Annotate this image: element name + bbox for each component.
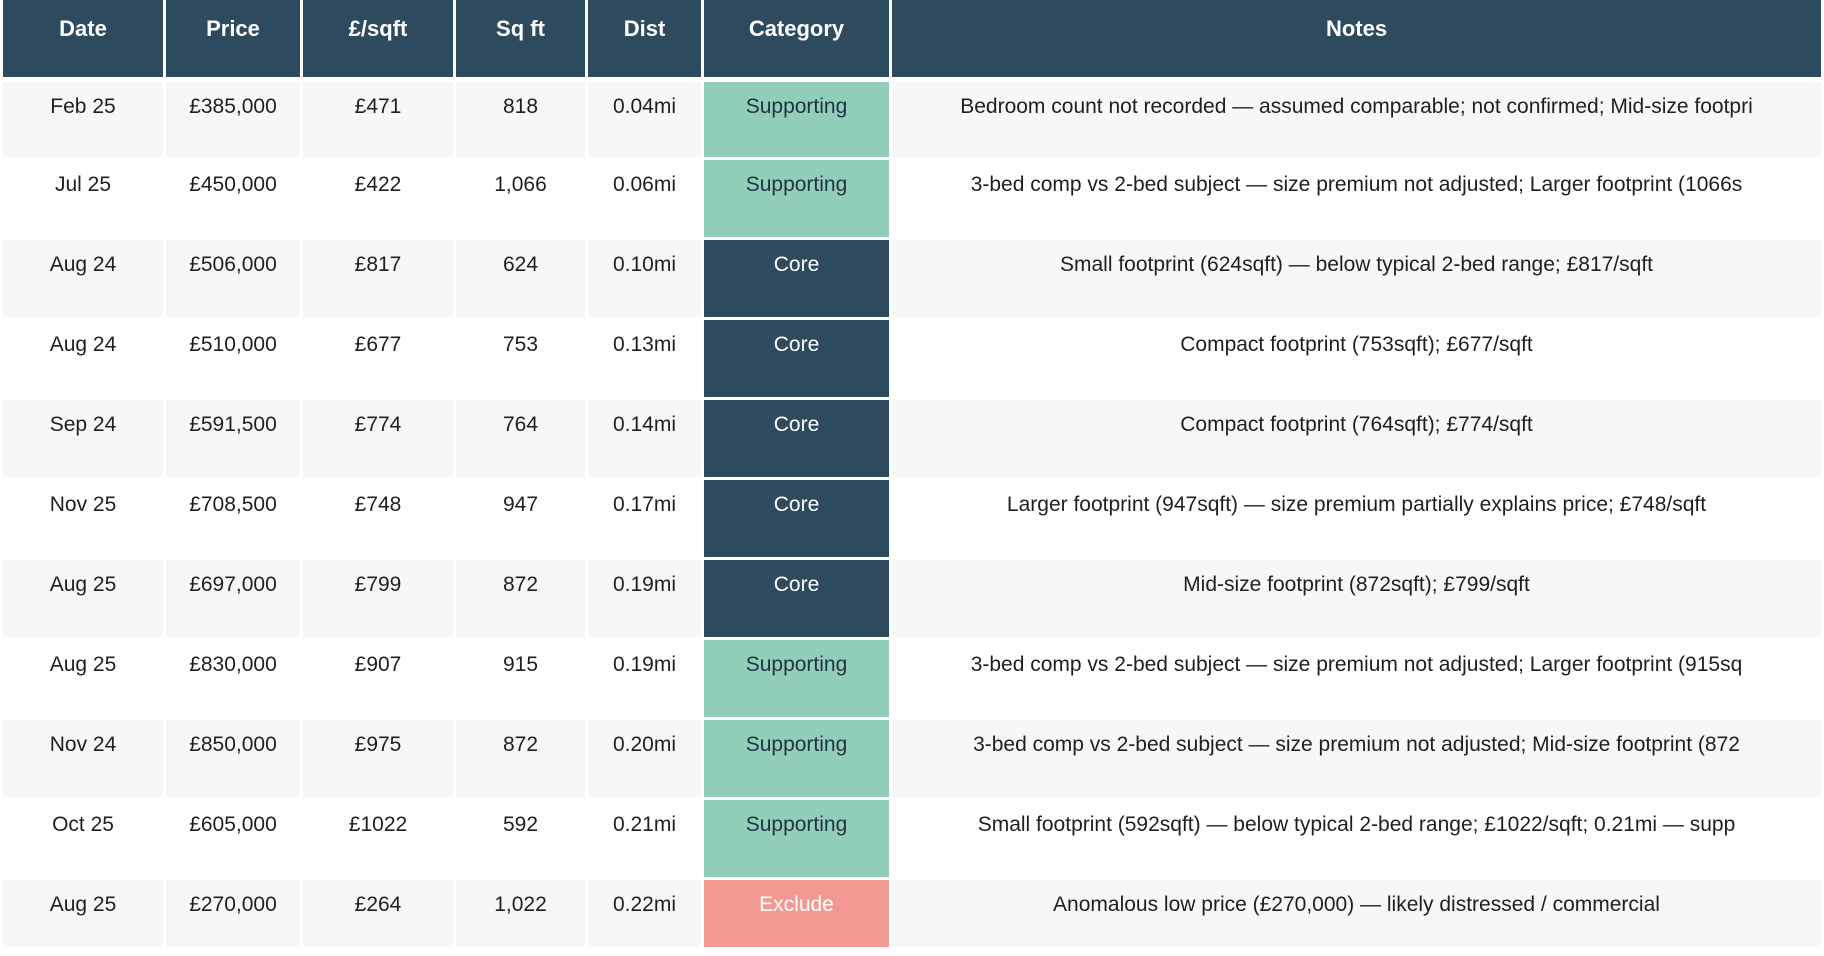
cell-date: Feb 25 <box>3 77 163 157</box>
cell-notes: Larger footprint (947sqft) — size premiu… <box>892 477 1821 557</box>
cell-date: Jul 25 <box>3 157 163 237</box>
header-sqft[interactable]: Sq ft <box>456 0 585 77</box>
cell-dist: 0.19mi <box>588 637 701 717</box>
cell-category: Supporting <box>704 157 889 237</box>
cell-sqft: 764 <box>456 397 585 477</box>
cell-dist: 0.22mi <box>588 877 701 947</box>
cell-date: Sep 24 <box>3 397 163 477</box>
table-row[interactable]: Aug 25 £697,000 £799 872 0.19mi Core Mid-size … <box>3 557 1821 637</box>
cell-category: Core <box>704 477 889 557</box>
cell-notes: Compact footprint (764sqft); £774/sqft <box>892 397 1821 477</box>
cell-date: Aug 25 <box>3 557 163 637</box>
cell-price: £605,000 <box>166 797 300 877</box>
cell-notes: Bedroom count not recorded — assumed com… <box>892 77 1821 157</box>
cell-notes: Compact footprint (753sqft); £677/sqft <box>892 317 1821 397</box>
cell-notes: Small footprint (592sqft) — below typica… <box>892 797 1821 877</box>
table-body: Feb 25 £385,000 £471 818 0.04mi Supporting Bed… <box>3 77 1821 947</box>
table-row[interactable]: Nov 24 £850,000 £975 872 0.20mi Supporting 3-b… <box>3 717 1821 797</box>
cell-price-per-sqft: £975 <box>303 717 453 797</box>
header-dist[interactable]: Dist <box>588 0 701 77</box>
cell-sqft: 1,022 <box>456 877 585 947</box>
cell-price-per-sqft: £774 <box>303 397 453 477</box>
cell-category: Core <box>704 237 889 317</box>
cell-dist: 0.19mi <box>588 557 701 637</box>
cell-date: Aug 24 <box>3 317 163 397</box>
cell-price: £385,000 <box>166 77 300 157</box>
cell-date: Aug 25 <box>3 877 163 947</box>
cell-sqft: 753 <box>456 317 585 397</box>
cell-sqft: 915 <box>456 637 585 717</box>
cell-dist: 0.14mi <box>588 397 701 477</box>
cell-category: Supporting <box>704 77 889 157</box>
cell-dist: 0.10mi <box>588 237 701 317</box>
table-row[interactable]: Aug 25 £270,000 £264 1,022 0.22mi Exclude Anom… <box>3 877 1821 947</box>
cell-category: Core <box>704 557 889 637</box>
header-row: Date Price £/sqft Sq ft Dist Category No… <box>3 0 1821 77</box>
cell-date: Oct 25 <box>3 797 163 877</box>
cell-date: Aug 24 <box>3 237 163 317</box>
cell-sqft: 947 <box>456 477 585 557</box>
cell-sqft: 872 <box>456 557 585 637</box>
cell-dist: 0.20mi <box>588 717 701 797</box>
table-row[interactable]: Aug 24 £506,000 £817 624 0.10mi Core Small foo… <box>3 237 1821 317</box>
cell-category: Supporting <box>704 637 889 717</box>
cell-notes: 3-bed comp vs 2-bed subject — size premi… <box>892 637 1821 717</box>
cell-notes: 3-bed comp vs 2-bed subject — size premi… <box>892 157 1821 237</box>
cell-price-per-sqft: £677 <box>303 317 453 397</box>
cell-price: £506,000 <box>166 237 300 317</box>
cell-price: £697,000 <box>166 557 300 637</box>
cell-dist: 0.06mi <box>588 157 701 237</box>
header-date[interactable]: Date <box>3 0 163 77</box>
cell-price: £830,000 <box>166 637 300 717</box>
cell-price-per-sqft: £471 <box>303 77 453 157</box>
cell-notes: Small footprint (624sqft) — below typica… <box>892 237 1821 317</box>
header-price-per-sqft[interactable]: £/sqft <box>303 0 453 77</box>
cell-sqft: 1,066 <box>456 157 585 237</box>
cell-price-per-sqft: £799 <box>303 557 453 637</box>
cell-sqft: 624 <box>456 237 585 317</box>
table-row[interactable]: Feb 25 £385,000 £471 818 0.04mi Supporting Bed… <box>3 77 1821 157</box>
table-row[interactable]: Jul 25 £450,000 £422 1,066 0.06mi Supporting 3… <box>3 157 1821 237</box>
cell-date: Aug 25 <box>3 637 163 717</box>
cell-notes: Anomalous low price (£270,000) — likely … <box>892 877 1821 947</box>
cell-category: Core <box>704 397 889 477</box>
cell-category: Exclude <box>704 877 889 947</box>
header-notes[interactable]: Notes <box>892 0 1821 77</box>
cell-date: Nov 25 <box>3 477 163 557</box>
header-category[interactable]: Category <box>704 0 889 77</box>
table-row[interactable]: Sep 24 £591,500 £774 764 0.14mi Core Compact f… <box>3 397 1821 477</box>
cell-dist: 0.17mi <box>588 477 701 557</box>
cell-sqft: 592 <box>456 797 585 877</box>
cell-dist: 0.04mi <box>588 77 701 157</box>
cell-category: Core <box>704 317 889 397</box>
table-row[interactable]: Oct 25 £605,000 £1022 592 0.21mi Supporting Sm… <box>3 797 1821 877</box>
cell-price: £510,000 <box>166 317 300 397</box>
cell-notes: 3-bed comp vs 2-bed subject — size premi… <box>892 717 1821 797</box>
cell-sqft: 818 <box>456 77 585 157</box>
cell-price: £450,000 <box>166 157 300 237</box>
cell-category: Supporting <box>704 717 889 797</box>
cell-price: £850,000 <box>166 717 300 797</box>
cell-category: Supporting <box>704 797 889 877</box>
cell-price-per-sqft: £264 <box>303 877 453 947</box>
cell-price: £708,500 <box>166 477 300 557</box>
cell-dist: 0.13mi <box>588 317 701 397</box>
cell-price-per-sqft: £907 <box>303 637 453 717</box>
cell-dist: 0.21mi <box>588 797 701 877</box>
cell-price-per-sqft: £748 <box>303 477 453 557</box>
cell-price-per-sqft: £1022 <box>303 797 453 877</box>
table-row[interactable]: Nov 25 £708,500 £748 947 0.17mi Core Larger fo… <box>3 477 1821 557</box>
table-row[interactable]: Aug 24 £510,000 £677 753 0.13mi Core Compact f… <box>3 317 1821 397</box>
cell-price-per-sqft: £817 <box>303 237 453 317</box>
cell-date: Nov 24 <box>3 717 163 797</box>
header-price[interactable]: Price <box>166 0 300 77</box>
cell-price-per-sqft: £422 <box>303 157 453 237</box>
cell-price: £591,500 <box>166 397 300 477</box>
cell-notes: Mid-size footprint (872sqft); £799/sqft <box>892 557 1821 637</box>
cell-sqft: 872 <box>456 717 585 797</box>
cell-price: £270,000 <box>166 877 300 947</box>
table-row[interactable]: Aug 25 £830,000 £907 915 0.19mi Supporting 3-b… <box>3 637 1821 717</box>
